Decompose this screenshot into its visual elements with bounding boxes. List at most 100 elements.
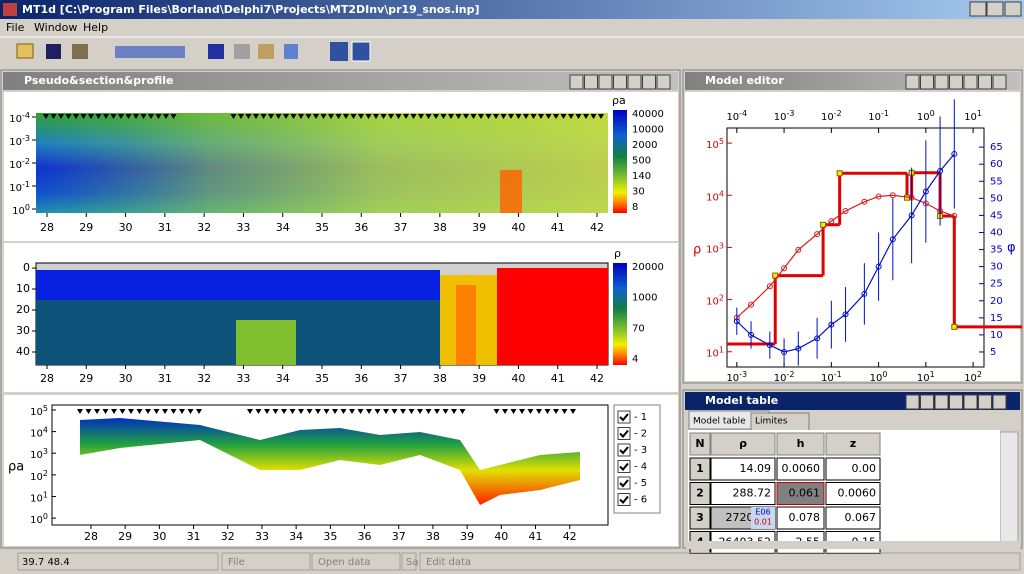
panel-button[interactable] — [921, 395, 934, 409]
header-label: N — [695, 437, 704, 450]
pseudosection-image — [500, 170, 522, 213]
panel-button[interactable] — [614, 75, 627, 89]
status-item: Open data — [318, 557, 370, 568]
cell-value: 0.078 — [789, 511, 821, 524]
tick-base: 10 — [706, 140, 719, 151]
x-tick-label: 39 — [460, 530, 474, 543]
tick-base: 10 — [9, 183, 22, 194]
y2-tick-label: 10 — [990, 330, 1003, 341]
legend-checkbox[interactable] — [618, 428, 630, 440]
tick-exponent: -4 — [22, 111, 30, 120]
legend-checkbox[interactable] — [618, 461, 630, 473]
panel-button[interactable] — [906, 75, 919, 89]
panel-button[interactable] — [950, 395, 963, 409]
wave-button[interactable] — [208, 44, 224, 59]
panel-button[interactable] — [585, 75, 598, 89]
tick-base: 10 — [706, 192, 719, 203]
tick-base: 10 — [821, 373, 834, 384]
x-tick-label: 40 — [511, 221, 525, 234]
y-tick-label: 10 — [16, 282, 30, 295]
tick-base: 10 — [9, 160, 22, 171]
panel-button[interactable] — [935, 75, 948, 89]
tick-base: 10 — [964, 112, 977, 123]
legend-checkbox[interactable] — [618, 444, 630, 456]
tick-base: 10 — [774, 373, 787, 384]
menu-item[interactable]: Window — [34, 21, 77, 34]
colorbar-label: 70 — [632, 323, 645, 334]
cell-value: 288.72 — [733, 487, 772, 500]
tick-exponent: 1 — [43, 490, 48, 499]
tick-base: 10 — [30, 450, 43, 461]
colorbar-label: 1000 — [632, 293, 657, 304]
x-tick-label: 42 — [563, 530, 577, 543]
minimize-button[interactable] — [970, 2, 986, 16]
panel-button[interactable] — [570, 75, 583, 89]
tick-exponent: 5 — [719, 137, 724, 146]
table-clip — [686, 541, 1020, 549]
cell-note: E06 — [755, 508, 770, 517]
panel-button[interactable] — [964, 395, 977, 409]
panel-button[interactable] — [979, 75, 992, 89]
legend-label: - 1 — [634, 412, 647, 423]
legend-label: - 6 — [634, 495, 647, 506]
panel-button[interactable] — [964, 75, 977, 89]
panel-button[interactable] — [921, 75, 934, 89]
x-tick-label: 34 — [289, 530, 303, 543]
undo-button[interactable] — [284, 44, 298, 59]
model-node — [952, 324, 957, 329]
tab-label: Limites — [755, 417, 788, 427]
legend-checkbox[interactable] — [618, 494, 630, 506]
paste-button[interactable] — [258, 44, 274, 59]
y2-tick-label: 45 — [990, 210, 1003, 221]
layout-buttons[interactable] — [115, 46, 185, 58]
panel-button[interactable] — [993, 395, 1006, 409]
tools-button[interactable] — [72, 44, 88, 59]
y2-tick-label: 65 — [990, 142, 1003, 153]
x-tick-label: 31 — [158, 221, 172, 234]
legend-checkbox[interactable] — [618, 477, 630, 489]
panel-button[interactable] — [599, 75, 612, 89]
h-button[interactable] — [330, 42, 348, 61]
x-tick-label: 42 — [590, 372, 604, 385]
panel-button[interactable] — [906, 395, 919, 409]
x-tick-label: 28 — [40, 372, 54, 385]
section-image — [456, 285, 476, 365]
e-button[interactable] — [352, 42, 370, 61]
x-tick-label: 33 — [255, 530, 269, 543]
panel-button[interactable] — [643, 75, 656, 89]
menu-item[interactable]: File — [6, 21, 25, 34]
scrollbar[interactable] — [1000, 432, 1018, 542]
tick-exponent: 0 — [930, 109, 935, 118]
save-button[interactable] — [46, 44, 61, 59]
tick-exponent: 1 — [930, 370, 935, 379]
restore-button[interactable] — [987, 2, 1003, 16]
y2-tick-label: 35 — [990, 245, 1003, 256]
menu-item[interactable]: Help — [83, 21, 108, 34]
tick-base: 10 — [30, 472, 43, 483]
panel-button[interactable] — [935, 395, 948, 409]
legend-label: - 4 — [634, 462, 647, 473]
panel-button[interactable] — [979, 395, 992, 409]
panel-button[interactable] — [628, 75, 641, 89]
toolbar — [17, 42, 370, 61]
tick-exponent: -4 — [739, 109, 747, 118]
panel-button[interactable] — [950, 75, 963, 89]
tick-exponent: 5 — [43, 403, 48, 412]
section-image — [497, 268, 608, 365]
x-tick-label: 35 — [315, 372, 329, 385]
copy-button[interactable] — [234, 44, 250, 59]
panel-button[interactable] — [657, 75, 670, 89]
y-tick-label: 30 — [16, 324, 30, 337]
legend-checkbox[interactable] — [618, 411, 630, 423]
tick-exponent: -3 — [786, 109, 794, 118]
tab-label: Model table — [693, 417, 746, 427]
window-buttons[interactable] — [970, 2, 1021, 16]
x-tick-label: 29 — [79, 221, 93, 234]
close-button[interactable] — [1005, 2, 1021, 16]
tick-exponent: 2 — [43, 468, 48, 477]
open-button[interactable] — [17, 44, 33, 58]
panel-button[interactable] — [993, 75, 1006, 89]
y-tick-label: 20 — [16, 303, 30, 316]
axis-label: ρ — [614, 247, 621, 260]
